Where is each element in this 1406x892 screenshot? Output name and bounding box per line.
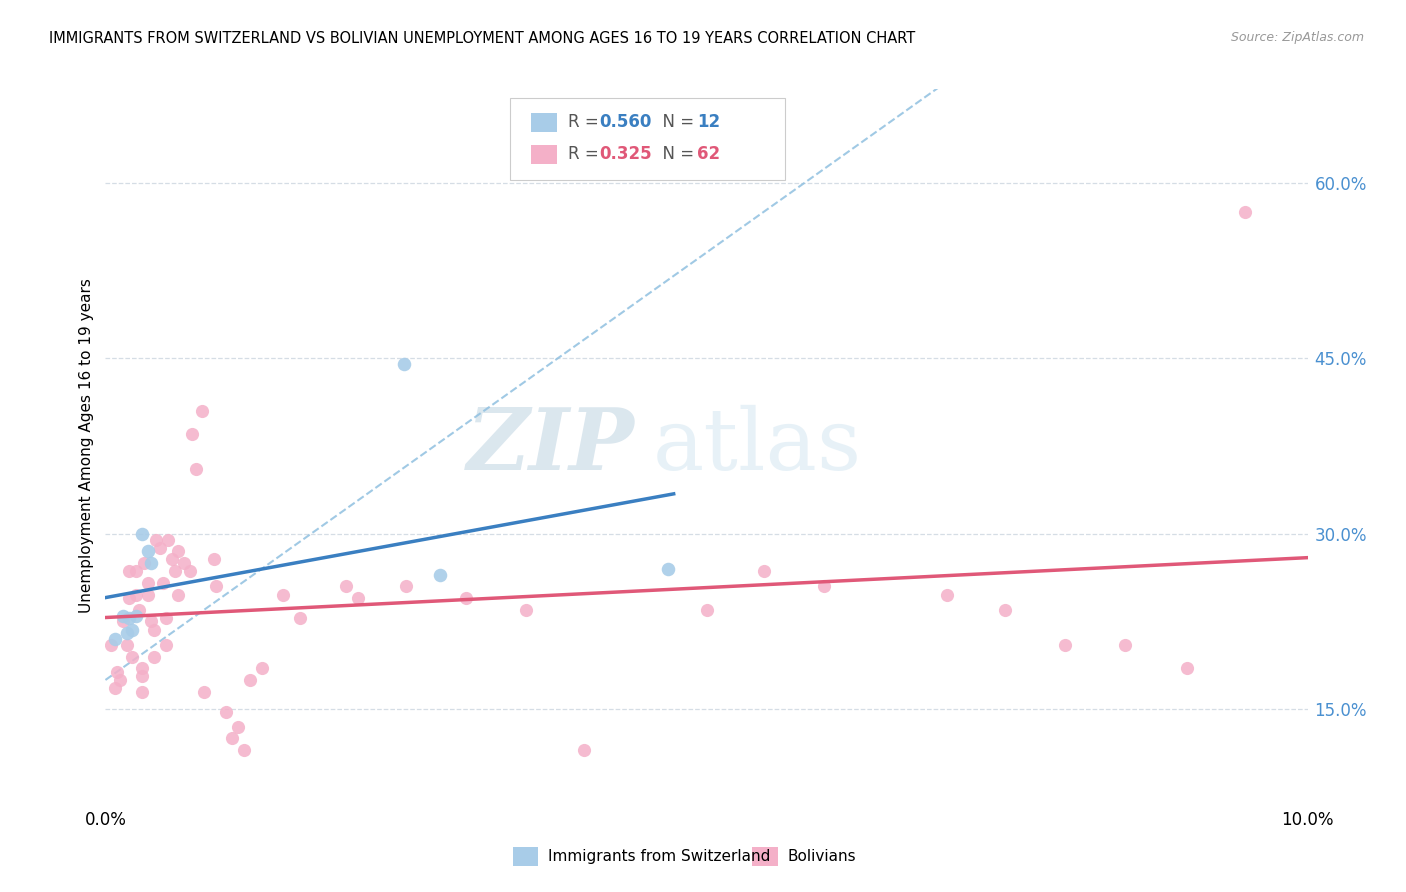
Point	[156, 533, 179, 547]
Point	[429, 567, 451, 582]
Point	[193, 684, 215, 698]
Text: Immigrants from Switzerland: Immigrants from Switzerland	[548, 849, 770, 863]
Point	[515, 603, 537, 617]
Point	[148, 541, 170, 555]
Point	[994, 603, 1017, 617]
Point	[290, 611, 312, 625]
Point	[205, 579, 228, 593]
Text: 0.325: 0.325	[599, 145, 651, 163]
Point	[696, 603, 718, 617]
Text: ZIP: ZIP	[467, 404, 634, 488]
Point	[124, 608, 146, 623]
Point	[181, 427, 204, 442]
Point	[128, 603, 150, 617]
Text: Source: ZipAtlas.com: Source: ZipAtlas.com	[1230, 31, 1364, 45]
Point	[136, 544, 159, 558]
Point	[202, 552, 225, 566]
Point	[454, 591, 477, 605]
Y-axis label: Unemployment Among Ages 16 to 19 years: Unemployment Among Ages 16 to 19 years	[79, 278, 94, 614]
Point	[239, 673, 262, 687]
Point	[221, 731, 243, 746]
Point	[107, 665, 129, 679]
Point	[118, 611, 141, 625]
Point	[112, 608, 135, 623]
Point	[112, 615, 135, 629]
Point	[395, 579, 418, 593]
Point	[347, 591, 370, 605]
Point	[160, 552, 183, 566]
Point	[813, 579, 835, 593]
Text: atlas: atlas	[652, 404, 862, 488]
Point	[250, 661, 273, 675]
Point	[572, 743, 595, 757]
Point	[152, 575, 174, 590]
Point	[142, 649, 165, 664]
Point	[118, 591, 141, 605]
Point	[121, 649, 143, 664]
Point	[100, 638, 122, 652]
Text: N =: N =	[652, 145, 700, 163]
Point	[155, 638, 177, 652]
Point	[131, 526, 153, 541]
Point	[173, 556, 195, 570]
Point	[392, 357, 415, 371]
Text: R =: R =	[568, 113, 605, 131]
Point	[139, 556, 162, 570]
Point	[657, 562, 679, 576]
Point	[184, 462, 207, 476]
Point	[754, 564, 776, 578]
Point	[124, 588, 146, 602]
Point	[108, 673, 131, 687]
Point	[335, 579, 357, 593]
Text: Bolivians: Bolivians	[787, 849, 856, 863]
Point	[179, 564, 201, 578]
Point	[1053, 638, 1076, 652]
Point	[124, 564, 146, 578]
Point	[132, 556, 155, 570]
Point	[145, 533, 167, 547]
Point	[139, 615, 162, 629]
Point	[131, 661, 153, 675]
Point	[166, 544, 188, 558]
Text: N =: N =	[652, 113, 700, 131]
Text: 0.560: 0.560	[599, 113, 651, 131]
Point	[1114, 638, 1136, 652]
Point	[166, 588, 188, 602]
Point	[273, 588, 295, 602]
Point	[214, 705, 236, 719]
Point	[232, 743, 254, 757]
Point	[104, 681, 127, 695]
Text: R =: R =	[568, 145, 605, 163]
Point	[131, 669, 153, 683]
Point	[1234, 205, 1257, 219]
Point	[165, 564, 187, 578]
Point	[104, 632, 127, 646]
Point	[226, 720, 249, 734]
Point	[142, 623, 165, 637]
Point	[115, 638, 138, 652]
Point	[118, 564, 141, 578]
Point	[136, 575, 159, 590]
Point	[131, 684, 153, 698]
Point	[121, 623, 143, 637]
Text: 12: 12	[697, 113, 720, 131]
Text: 62: 62	[697, 145, 720, 163]
Point	[136, 588, 159, 602]
Point	[155, 611, 177, 625]
Text: IMMIGRANTS FROM SWITZERLAND VS BOLIVIAN UNEMPLOYMENT AMONG AGES 16 TO 19 YEARS C: IMMIGRANTS FROM SWITZERLAND VS BOLIVIAN …	[49, 31, 915, 46]
Point	[1175, 661, 1198, 675]
Point	[190, 404, 212, 418]
Point	[936, 588, 959, 602]
Point	[115, 626, 138, 640]
